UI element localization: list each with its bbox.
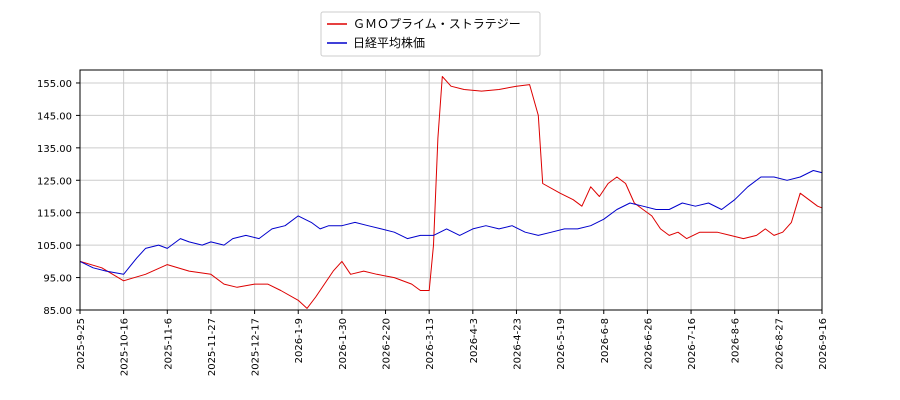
legend-label: 日経平均株価 [353,35,425,50]
x-tick-label: 2026-1-9 [294,318,305,363]
y-tick-label: 135.00 [37,144,72,155]
y-tick-label: 115.00 [37,209,72,220]
x-tick-label: 2025-11-6 [163,318,174,370]
series-line-1 [80,76,822,309]
x-tick-label: 2026-1-30 [338,318,349,370]
plot-frame [79,69,823,311]
x-tick-label: 2026-6-8 [600,318,611,363]
legend-label: ＧＭＯプライム・ストラテジー [353,17,521,31]
x-tick-label: 2026-6-26 [643,318,654,370]
y-tick-label: 85.00 [43,306,72,317]
grid [79,70,823,311]
x-tick-label: 2026-5-19 [556,318,567,370]
series-layer [80,76,822,309]
legend-box [320,11,541,57]
x-tick-label: 2025-10-16 [120,318,131,376]
plot-area [80,70,822,310]
axes: 85.00 95.00 105.00 115.00 125.00 135.00 145.00… [37,69,829,376]
x-tick-label: 2025-12-17 [251,318,262,376]
x-tick-label: 2025-11-27 [207,318,218,376]
y-tick-label: 145.00 [37,111,72,122]
x-tick-label: 2026-4-3 [469,318,480,363]
x-tick-label: 2026-8-27 [774,318,785,370]
x-tick-label: 2026-2-20 [382,318,393,370]
series-line-2 [80,170,822,275]
x-tick-label: 2025-9-25 [76,318,87,370]
x-tick-label: 2026-7-16 [687,318,698,370]
y-tick-label: 125.00 [37,176,72,187]
y-tick-label: 155.00 [37,79,72,90]
x-tick-label: 2026-9-16 [818,318,829,370]
x-tick-label: 2026-8-6 [731,318,742,363]
x-tick-label: 2026-3-13 [425,318,436,370]
x-tick-label: 2026-4-23 [512,318,523,370]
y-tick-label: 105.00 [37,241,72,252]
y-tick-label: 95.00 [43,274,72,285]
